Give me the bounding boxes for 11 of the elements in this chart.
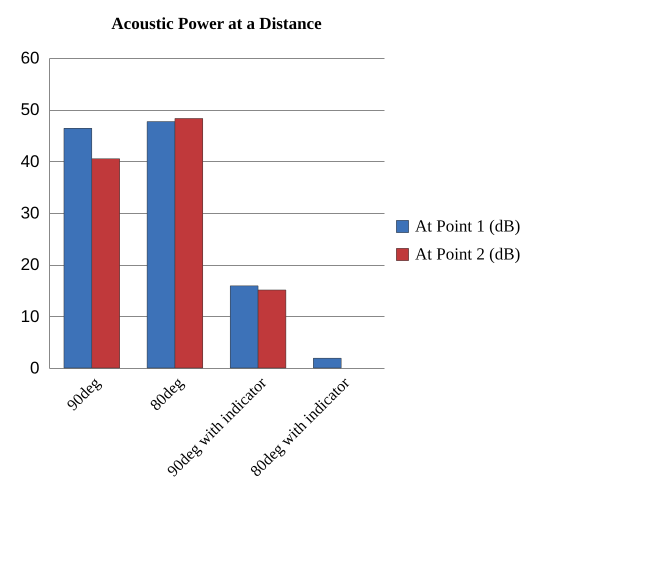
bar xyxy=(313,358,342,368)
y-tick-label: 50 xyxy=(20,100,40,120)
y-tick-label: 20 xyxy=(20,255,40,274)
legend-label: At Point 2 (dB) xyxy=(415,244,520,264)
y-tick-label: 60 xyxy=(20,48,40,68)
y-tick-label: 40 xyxy=(20,152,40,171)
chart-title: Acoustic Power at a Distance xyxy=(111,14,322,33)
legend-label: At Point 1 (dB) xyxy=(415,216,520,236)
y-tick-label: 10 xyxy=(20,306,40,326)
y-tick-label: 30 xyxy=(20,204,40,222)
y-tick-label: 0 xyxy=(30,358,40,378)
